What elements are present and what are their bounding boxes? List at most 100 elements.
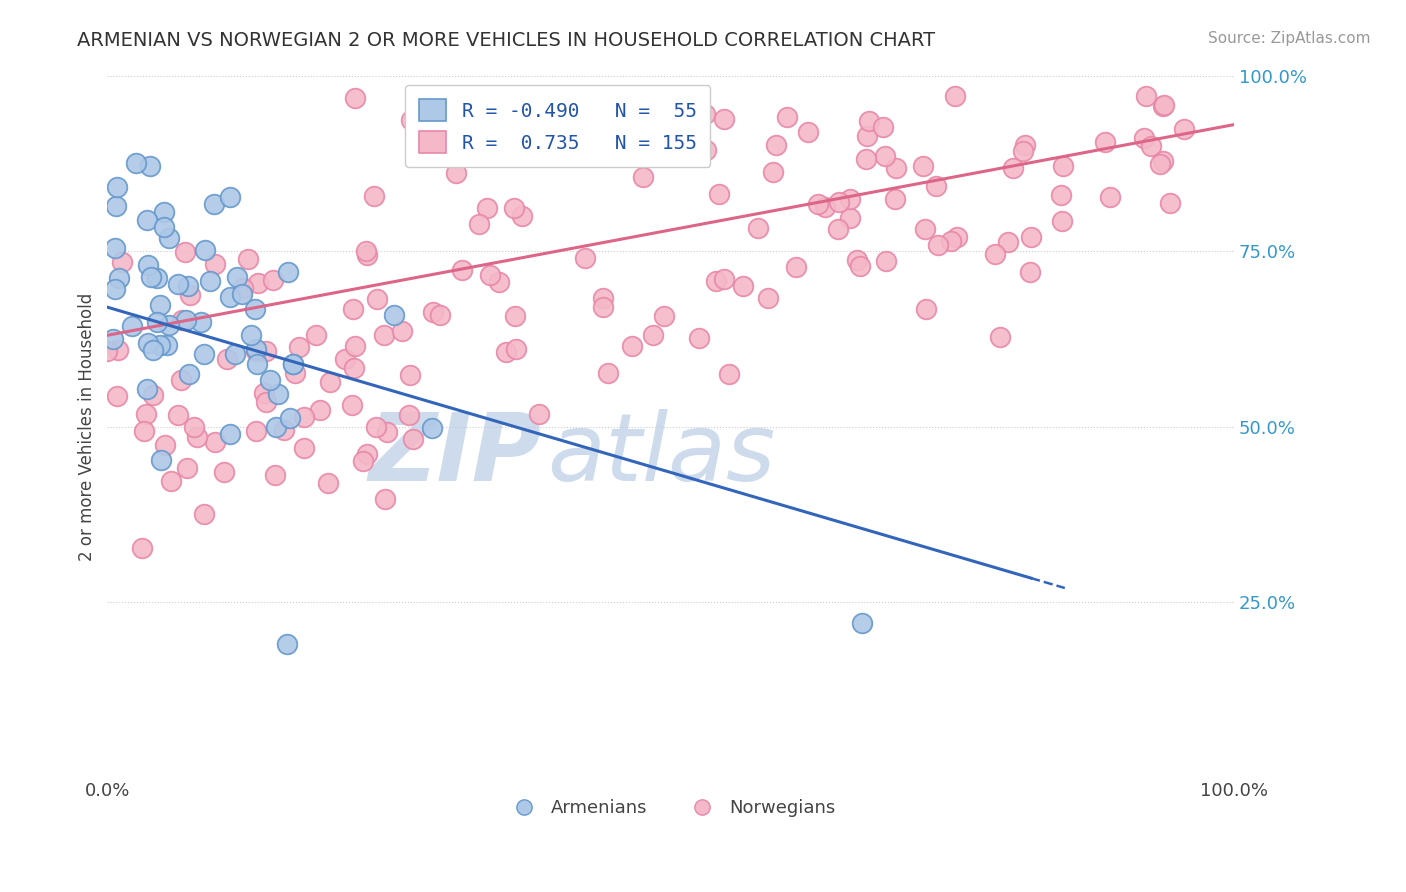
Point [373,327,395,342]
Point [245,343,267,358]
Point [875,254,897,268]
Point [273,424,295,438]
Point [695,143,717,157]
Point [488,275,510,289]
Point [377,425,399,440]
Point [292,409,315,424]
Point [343,91,366,105]
Point [398,408,420,422]
Point [281,358,304,372]
Point [1144,45,1167,60]
Point [997,235,1019,249]
Point [402,432,425,446]
Point [1108,3,1130,17]
Point [215,352,238,367]
Point [149,453,172,467]
Point [136,213,159,227]
Point [167,408,190,422]
Point [142,343,165,357]
Point [429,309,451,323]
Point [756,291,779,305]
Point [1094,135,1116,149]
Point [688,331,710,345]
Point [149,298,172,312]
Point [316,475,339,490]
Point [174,312,197,326]
Point [284,366,307,380]
Point [422,305,444,319]
Point [280,410,302,425]
Point [121,318,143,333]
Point [111,254,134,268]
Point [160,474,183,488]
Point [633,170,655,185]
Point [246,357,269,371]
Point [399,368,422,382]
Point [839,211,862,226]
Point [231,287,253,301]
Point [713,112,735,126]
Point [262,273,284,287]
Point [391,324,413,338]
Point [96,343,118,358]
Point [219,190,242,204]
Point [1014,137,1036,152]
Point [198,274,221,288]
Point [839,192,862,206]
Point [925,178,948,193]
Point [797,125,820,139]
Point [342,398,364,412]
Point [914,222,936,236]
Point [105,180,128,194]
Point [139,160,162,174]
Point [592,300,614,314]
Point [292,441,315,455]
Point [245,342,267,356]
Point [305,327,328,342]
Point [1140,139,1163,153]
Point [420,420,443,434]
Point [451,263,474,277]
Point [107,270,129,285]
Point [134,424,156,438]
Point [988,330,1011,344]
Point [1019,265,1042,279]
Point [478,268,501,282]
Point [146,271,169,285]
Point [366,292,388,306]
Point [851,616,873,631]
Point [475,201,498,215]
Point [139,270,162,285]
Point [1002,161,1025,175]
Point [264,468,287,483]
Point [1032,27,1054,41]
Point [855,152,877,166]
Point [384,308,406,322]
Point [574,252,596,266]
Point [254,394,277,409]
Text: Source: ZipAtlas.com: Source: ZipAtlas.com [1208,31,1371,46]
Point [254,343,277,358]
Point [875,149,897,163]
Point [709,187,731,202]
Point [149,338,172,352]
Point [717,367,740,381]
Point [785,260,807,274]
Point [1159,196,1181,211]
Point [884,161,907,175]
Point [503,202,526,216]
Point [363,189,385,203]
Point [693,107,716,121]
Point [166,277,188,291]
Point [762,165,785,179]
Point [204,257,226,271]
Point [846,253,869,268]
Point [190,314,212,328]
Point [177,368,200,382]
Point [145,315,167,329]
Point [984,247,1007,261]
Point [157,230,180,244]
Point [238,252,260,267]
Point [620,339,643,353]
Point [335,351,357,366]
